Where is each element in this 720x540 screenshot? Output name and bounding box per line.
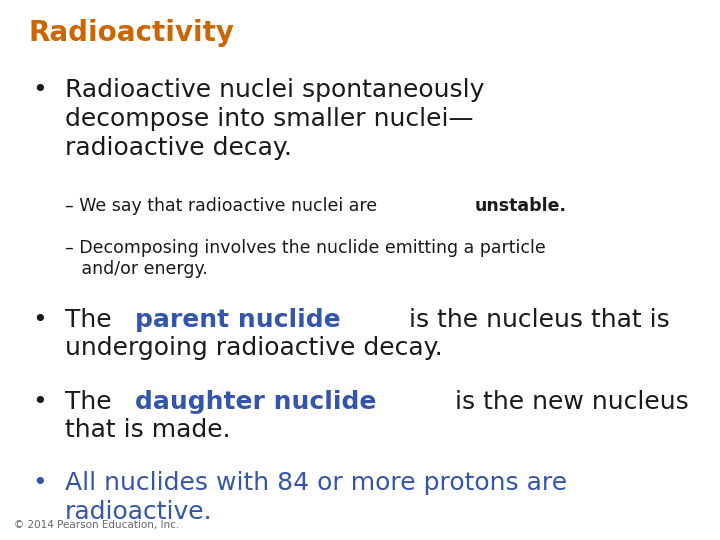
Text: is the nucleus that is: is the nucleus that is: [400, 308, 670, 332]
Text: unstable.: unstable.: [474, 197, 567, 215]
Text: that is made.: that is made.: [65, 418, 230, 442]
Text: is the new nucleus: is the new nucleus: [446, 390, 688, 414]
Text: undergoing radioactive decay.: undergoing radioactive decay.: [65, 336, 443, 360]
Text: The: The: [65, 308, 120, 332]
Text: – Decomposing involves the nuclide emitting a particle
   and/or energy.: – Decomposing involves the nuclide emitt…: [65, 239, 546, 278]
Text: •: •: [32, 390, 47, 414]
Text: Radioactive nuclei spontaneously
decompose into smaller nuclei—
radioactive deca: Radioactive nuclei spontaneously decompo…: [65, 78, 484, 160]
Text: •: •: [32, 471, 47, 495]
Text: © 2014 Pearson Education, Inc.: © 2014 Pearson Education, Inc.: [14, 520, 180, 530]
Text: daughter nuclide: daughter nuclide: [135, 390, 377, 414]
Text: •: •: [32, 78, 47, 102]
Text: – We say that radioactive nuclei are: – We say that radioactive nuclei are: [65, 197, 382, 215]
Text: All nuclides with 84 or more protons are
radioactive.: All nuclides with 84 or more protons are…: [65, 471, 567, 524]
Text: Radioactivity: Radioactivity: [29, 19, 235, 47]
Text: •: •: [32, 308, 47, 332]
Text: The: The: [65, 390, 120, 414]
Text: parent nuclide: parent nuclide: [135, 308, 341, 332]
